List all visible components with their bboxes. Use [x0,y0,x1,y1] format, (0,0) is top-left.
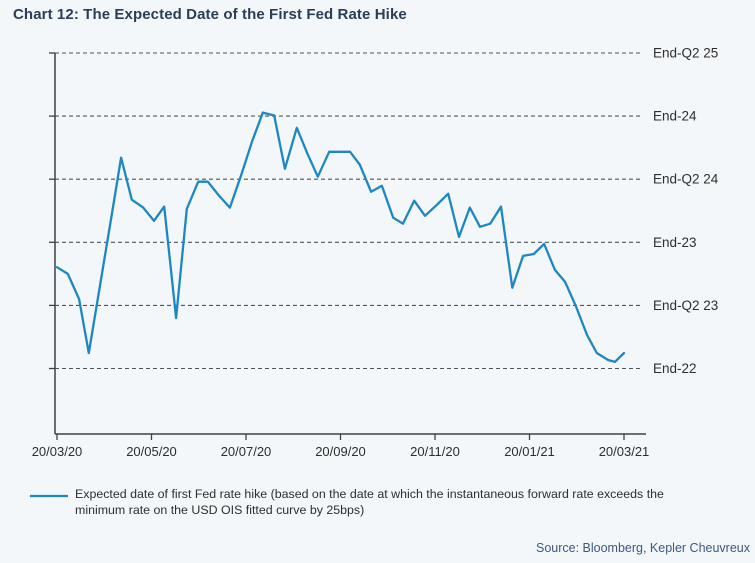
x-tick-label: 20/07/20 [221,444,272,459]
x-tick-label: 20/03/21 [599,444,650,459]
y-tick-label: End-Q2 24 [653,172,719,187]
legend-line-swatch [30,494,68,498]
source-note: Source: Bloomberg, Kepler Cheuvreux [535,541,750,555]
x-tick-label: 20/01/21 [504,444,555,459]
series-line [55,111,626,364]
legend-label: Expected date of first Fed rate hike (ba… [75,486,664,518]
legend-label-line1: Expected date of first Fed rate hike (ba… [75,487,664,501]
y-tick-label: End-Q2 25 [653,46,718,61]
y-tick-label: End-23 [653,235,697,250]
chart-title: Chart 12: The Expected Date of the First… [13,6,407,23]
x-tick-label: 20/05/20 [126,444,177,459]
x-tick-label: 20/09/20 [315,444,366,459]
legend: Expected date of first Fed rate hike (ba… [30,486,664,518]
legend-label-line2: minimum rate on the USD OIS fitted curve… [75,503,365,517]
y-tick-label: End-22 [653,361,697,376]
x-tick-label: 20/03/20 [32,444,83,459]
y-tick-label: End-Q2 23 [653,298,718,313]
y-tick-label: End-24 [653,109,697,124]
line-chart: End-22 End-Q2 23 End-23 End-Q2 24 End-24 End-… [32,46,719,460]
x-tick-label: 20/11/20 [410,444,460,459]
